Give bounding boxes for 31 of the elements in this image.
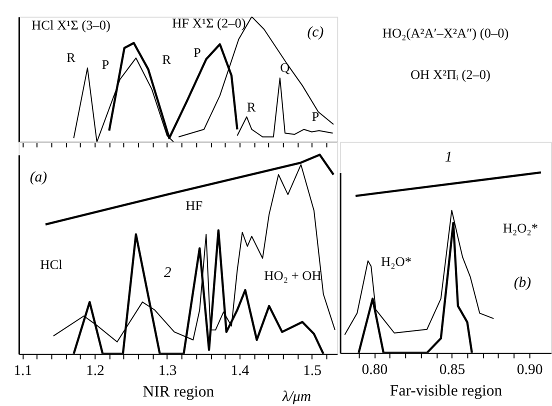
x-tick-label: 0.85 — [439, 362, 466, 378]
annotation: R — [246, 99, 256, 114]
x-tick-label: 1.3 — [158, 363, 177, 380]
annotation: R — [162, 52, 172, 68]
text: λ/μm — [281, 389, 312, 406]
annotation: HO₂ + OH — [264, 268, 322, 283]
annotation: HCl — [40, 257, 63, 272]
annotation: HCl X¹Σ (3–0) — [31, 18, 110, 33]
x-tick-label: 1.4 — [230, 363, 250, 380]
annotation: (b) — [514, 274, 532, 291]
x-tick-label: 1.2 — [86, 363, 104, 380]
x-tick-label: 1.5 — [303, 363, 322, 380]
x-tick-label: 1.1 — [14, 363, 32, 380]
annotation: P — [102, 56, 110, 72]
annotation: HF — [186, 198, 203, 213]
text: HO₂(A²A′–X²A″) (0–0) — [382, 25, 509, 40]
x-axis-title: NIR region — [142, 384, 214, 401]
annotation: (c) — [307, 24, 324, 40]
annotation: HF X¹Σ (2–0) — [172, 16, 246, 31]
annotation: P — [312, 109, 320, 124]
annotation: (a) — [30, 169, 48, 186]
x-tick-label: 0.90 — [516, 362, 543, 378]
annotation: H₂O* — [381, 254, 412, 270]
annotation: 2 — [164, 264, 172, 281]
x-axis-title: Far-visible region — [390, 382, 502, 400]
text: 1 — [444, 150, 452, 166]
annotation: H₂O₂* — [502, 220, 538, 236]
annotation: P — [193, 45, 201, 60]
x-tick-label: 0.80 — [362, 362, 388, 378]
annotation: R — [66, 50, 76, 66]
text: OH X²Πᵢ (2–0) — [410, 66, 490, 82]
